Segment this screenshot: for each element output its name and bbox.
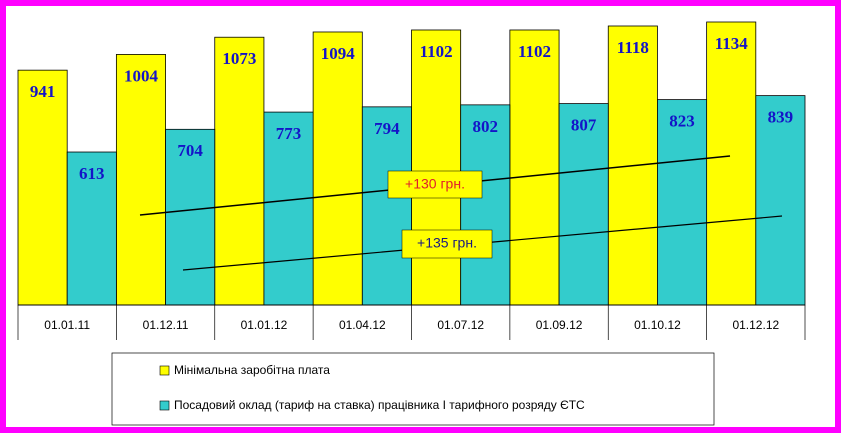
value-label: 794	[374, 119, 400, 138]
value-label: 1102	[518, 42, 551, 61]
value-label: 941	[30, 82, 56, 101]
bar	[312, 31, 363, 306]
bar	[263, 111, 314, 306]
value-label: 807	[571, 116, 597, 135]
bar	[460, 104, 511, 306]
bar	[706, 21, 757, 306]
value-label: 1094	[321, 44, 356, 63]
x-tick-label: 01.12.11	[143, 318, 189, 332]
annotation-box	[401, 229, 493, 259]
value-label: 613	[79, 164, 105, 183]
x-tick-label: 01.12.12	[732, 318, 779, 332]
value-label: 1134	[715, 34, 749, 53]
value-label: 1102	[420, 42, 453, 61]
x-tick-label: 01.09.12	[536, 318, 583, 332]
bar	[657, 99, 708, 306]
bar	[755, 95, 806, 306]
value-label: 802	[473, 117, 499, 136]
legend-swatch	[159, 365, 170, 376]
legend	[111, 352, 715, 426]
value-label: 773	[276, 124, 302, 143]
value-label: 823	[669, 112, 695, 131]
bar	[509, 29, 560, 306]
x-tick-label: 01.10.12	[634, 318, 681, 332]
value-label: 704	[177, 141, 203, 160]
value-label: 1004	[124, 66, 159, 85]
x-tick-label: 01.04.12	[339, 318, 386, 332]
bar	[214, 36, 265, 306]
x-tick-label: 01.07.12	[437, 318, 484, 332]
bar	[66, 151, 117, 306]
bar	[411, 29, 462, 306]
legend-label: Посадовий оклад (тариф на ставка) праців…	[174, 398, 585, 412]
bar	[115, 54, 166, 306]
annotation-box	[387, 170, 483, 199]
annotation: +135 грн.	[417, 235, 477, 251]
value-label: 1073	[222, 49, 256, 68]
x-tick-label: 01.01.12	[241, 318, 288, 332]
bar	[17, 69, 68, 306]
legend-label: Мінімальна заробітна плата	[174, 363, 330, 377]
bar	[165, 128, 216, 306]
value-label: 839	[768, 108, 794, 127]
annotation: +130 грн.	[405, 176, 465, 192]
legend-swatch	[159, 400, 170, 411]
value-label: 1118	[617, 38, 649, 57]
x-tick-label: 01.01.11	[44, 318, 90, 332]
